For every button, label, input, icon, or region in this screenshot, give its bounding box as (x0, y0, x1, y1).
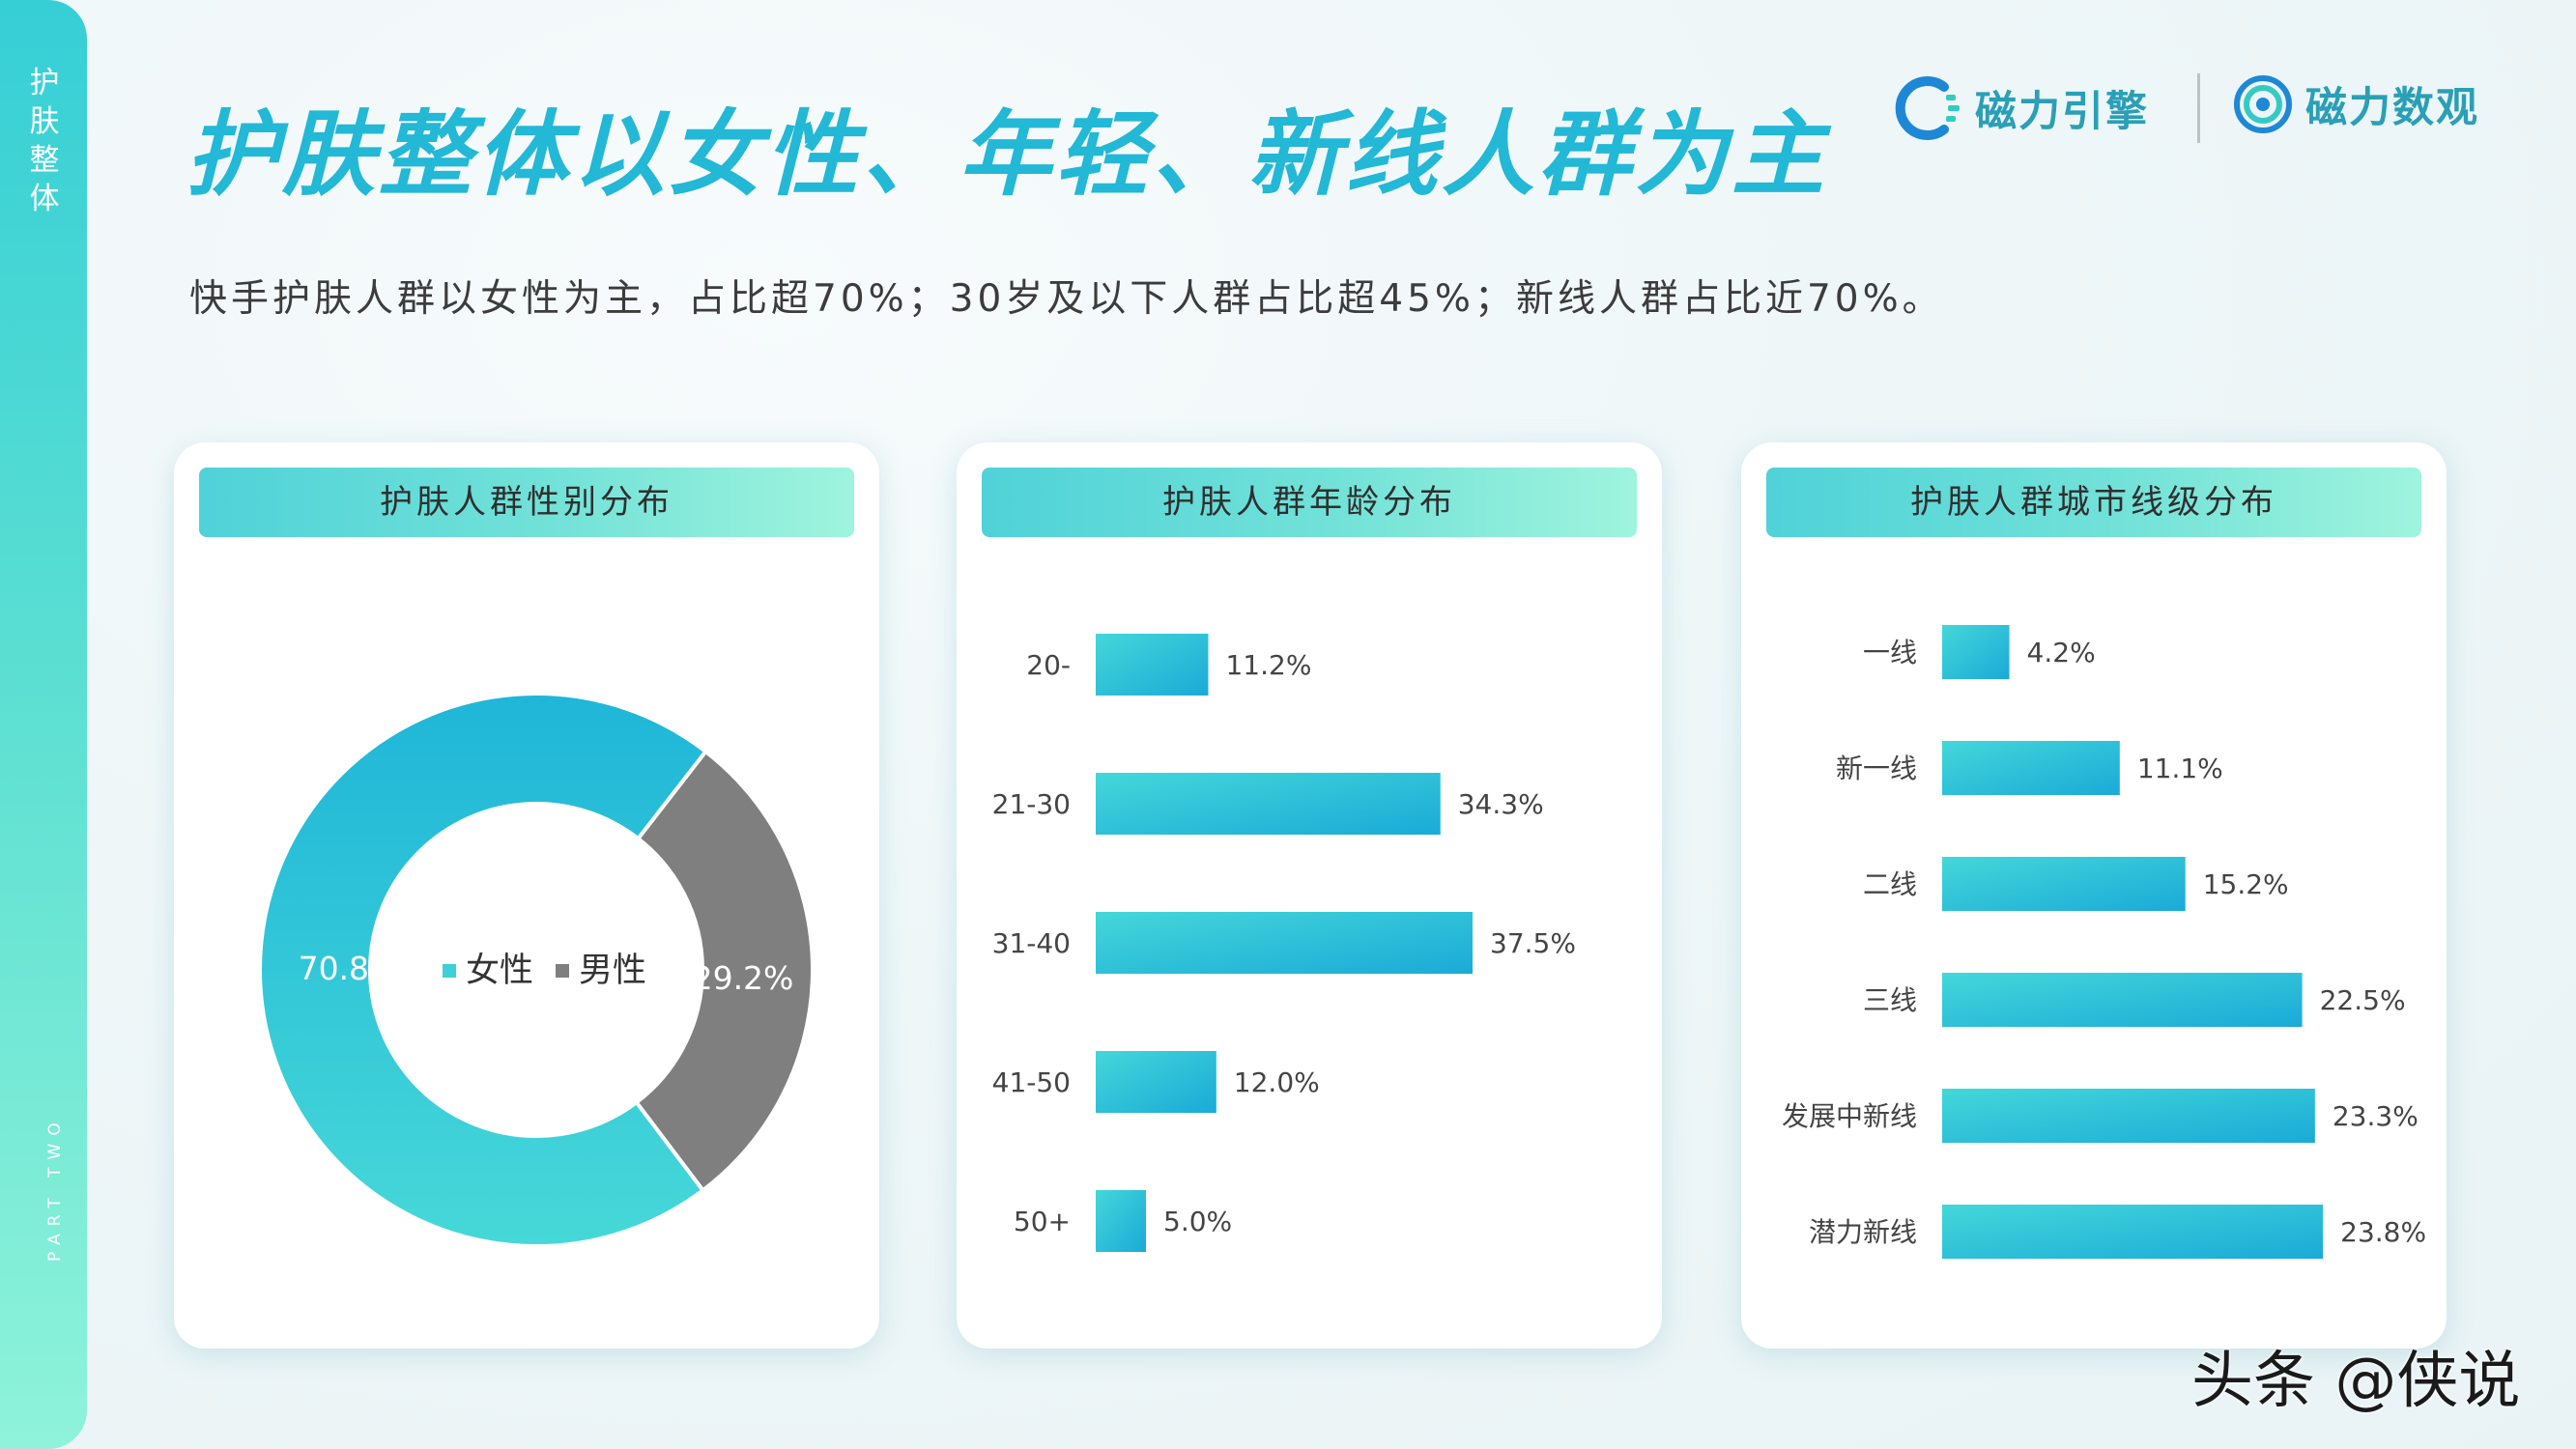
section-title: 护肤整体 (29, 66, 60, 216)
bar-value-label: 11.1% (2137, 753, 2223, 784)
legend-male-swatch (556, 964, 569, 978)
magnet-engine-icon (1895, 76, 1960, 140)
bar (1942, 857, 2186, 911)
bar (1942, 625, 2010, 679)
bar-value-label: 4.2% (2027, 637, 2096, 668)
bar-value-label: 11.2% (1225, 649, 1311, 681)
bar-category-label: 50+ (1014, 1206, 1071, 1237)
donut-label-female: 70.8% (299, 950, 400, 987)
gender-donut-chart: 70.8% 29.2% 女性 男性 (258, 692, 815, 1248)
donut-slice-female (258, 692, 709, 1248)
donut-slice-male (633, 749, 815, 1193)
gender-chart-title: 护肤人群性别分布 (199, 468, 854, 537)
bar-category-label: 新一线 (1836, 753, 1917, 784)
bar-category-label: 发展中新线 (1782, 1100, 1917, 1132)
bar (1096, 773, 1441, 835)
bar-category-label: 31-40 (992, 927, 1071, 959)
bar (1096, 634, 1209, 696)
legend-female-label: 女性 (466, 952, 533, 990)
bar (1942, 973, 2303, 1027)
part-label: PART TWO (45, 1115, 65, 1262)
bar-category-label: 一线 (1863, 637, 1917, 668)
city-chart-title: 护肤人群城市线级分布 (1766, 468, 2421, 537)
bar (1096, 912, 1473, 974)
age-chart-card: 护肤人群年龄分布 20- 11.2% 21-30 34.3% 31-40 37.5% 41-… (957, 442, 1662, 1349)
bar (1942, 741, 2120, 795)
bar-value-label: 23.3% (2333, 1100, 2419, 1132)
city-tier-bar-chart: 一线 4.2% 新一线 11.1% 二线 15.2% 三线 22.5% 发展中新线 23.3% 潜力… (1782, 625, 2426, 1259)
brand-divider (2197, 73, 2200, 143)
legend-female-swatch (443, 964, 456, 978)
bar-value-label: 34.3% (1458, 788, 1544, 820)
age-bar-chart: 20- 11.2% 21-30 34.3% 31-40 37.5% 41-50 12.0% 50… (992, 634, 1576, 1252)
bar-value-label: 15.2% (2203, 868, 2289, 900)
brand-logo-2: 磁力数观 (2232, 73, 2479, 135)
age-chart-title: 护肤人群年龄分布 (982, 468, 1637, 537)
bar-value-label: 22.5% (2320, 984, 2406, 1016)
city-chart-card: 护肤人群城市线级分布 一线 4.2% 新一线 11.1% 二线 15.2% 三线 22.5% 发… (1741, 442, 2447, 1349)
bar (1942, 1205, 2324, 1259)
bar-category-label: 41-50 (992, 1066, 1071, 1098)
bar-category-label: 潜力新线 (1809, 1216, 1917, 1248)
legend-male-label: 男性 (579, 952, 646, 990)
magnet-data-icon (2234, 75, 2292, 133)
bar (1096, 1190, 1146, 1252)
bar-value-label: 5.0% (1163, 1206, 1232, 1237)
watermark: 头条 @侠说 (2191, 1346, 2521, 1417)
bar-value-label: 23.8% (2340, 1216, 2426, 1248)
brand-name-2: 磁力数观 (2305, 84, 2479, 132)
bar-value-label: 12.0% (1234, 1066, 1320, 1098)
section-sidebar: 护肤整体 PART TWO (0, 0, 87, 1449)
gender-chart-card: 护肤人群性别分布 70.8% 29.2% 女性 男性 (174, 442, 879, 1349)
brand-logo-1: 磁力引擎 (1894, 73, 2149, 143)
bar (1942, 1089, 2315, 1143)
bar-value-label: 37.5% (1490, 927, 1576, 959)
bar-category-label: 二线 (1863, 868, 1917, 900)
bar (1096, 1051, 1216, 1113)
bar-category-label: 20- (1026, 649, 1071, 681)
bar-category-label: 21-30 (992, 788, 1071, 820)
page-title: 护肤整体以女性、年轻、新线人群为主 (186, 100, 1828, 209)
page-subtitle: 快手护肤人群以女性为主，占比超70%；30岁及以下人群占比超45%；新线人群占比… (189, 277, 1944, 321)
bar-category-label: 三线 (1863, 984, 1917, 1016)
brand-name-1: 磁力引擎 (1975, 88, 2149, 136)
donut-label-male: 29.2% (693, 959, 794, 997)
